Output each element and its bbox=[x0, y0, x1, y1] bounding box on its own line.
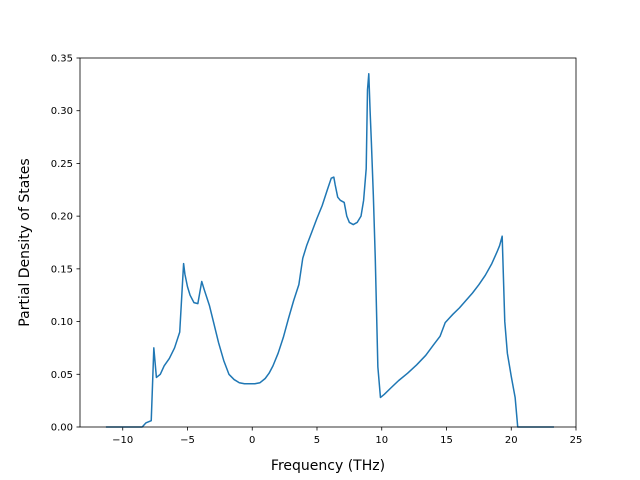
x-tick-label: 10 bbox=[375, 435, 388, 446]
x-tick-label: 20 bbox=[505, 435, 518, 446]
y-tick-label: 0.05 bbox=[51, 370, 73, 381]
plot-area-frame bbox=[79, 57, 577, 428]
y-tick-label: 0.35 bbox=[51, 54, 73, 65]
y-tick-label: 0.15 bbox=[51, 264, 73, 275]
x-tick-label: 5 bbox=[314, 435, 320, 446]
y-tick-label: 0.25 bbox=[51, 159, 73, 170]
y-tick-label: 0.00 bbox=[51, 423, 73, 434]
x-tick-label: −5 bbox=[180, 435, 195, 446]
x-tick-label: 25 bbox=[570, 435, 583, 446]
ticks-layer: −10 −5 0 5 10 15 20 25 0.00 0.05 0.10 0.15 0.20 0.25 0… bbox=[51, 54, 583, 447]
y-tick-label: 0.30 bbox=[51, 106, 73, 117]
x-tick-label: 0 bbox=[249, 435, 255, 446]
y-axis-label: Partial Density of States bbox=[17, 158, 33, 326]
x-tick-label: 15 bbox=[440, 435, 453, 446]
series-line-pdos bbox=[105, 73, 554, 428]
x-tick-label: −10 bbox=[112, 435, 133, 446]
y-tick-label: 0.20 bbox=[51, 212, 73, 223]
x-axis-label: Frequency (THz) bbox=[271, 458, 385, 474]
y-tick-label: 0.10 bbox=[51, 317, 73, 328]
